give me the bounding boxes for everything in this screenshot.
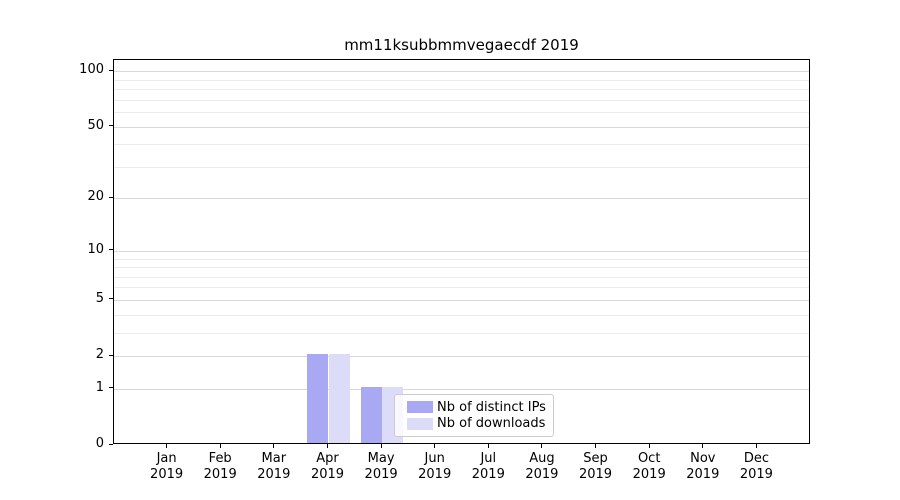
x-tick-label: Oct 2019 xyxy=(614,451,684,483)
gridline-major xyxy=(114,388,809,390)
y-tick-label: 0 xyxy=(95,436,104,451)
x-tick-month: Mar xyxy=(261,451,287,466)
gridline-minor xyxy=(114,79,809,81)
y-tick-label: 1 xyxy=(95,379,104,395)
x-tick-label: Nov 2019 xyxy=(668,451,738,483)
x-tick-month: Sep xyxy=(583,451,608,466)
x-tick-month: Nov xyxy=(690,451,716,466)
x-tick-mark xyxy=(487,444,489,448)
x-tick-label: Jun 2019 xyxy=(400,451,470,483)
x-tick-month: Apr xyxy=(316,451,339,466)
legend-swatch-downloads xyxy=(407,417,433,430)
plot-area xyxy=(113,59,810,444)
y-tick-label: 100 xyxy=(79,62,104,78)
legend-item-distinct-ips: Nb of distinct IPs xyxy=(407,400,547,415)
gridline-major xyxy=(114,198,809,200)
y-tick-label: 5 xyxy=(95,290,104,306)
x-tick-year: 2019 xyxy=(418,467,452,482)
x-tick-mark xyxy=(166,444,168,448)
x-tick-label: May 2019 xyxy=(346,451,416,483)
x-tick-year: 2019 xyxy=(739,467,773,482)
gridline-minor xyxy=(114,276,809,278)
gridline-minor xyxy=(114,258,809,260)
y-tick-mark xyxy=(109,387,113,389)
gridline-major xyxy=(114,250,809,252)
x-tick-year: 2019 xyxy=(310,467,345,482)
x-tick-mark xyxy=(702,444,704,448)
gridline-major xyxy=(114,356,809,357)
x-tick-label: Sep 2019 xyxy=(561,451,631,483)
x-tick-month: Aug xyxy=(529,451,555,466)
bar-downloads xyxy=(328,354,350,443)
y-tick-mark xyxy=(109,69,113,71)
y-tick-mark xyxy=(109,443,113,445)
x-tick-label: Aug 2019 xyxy=(507,451,577,483)
x-tick-mark xyxy=(541,444,543,448)
legend-label-distinct-ips: Nb of distinct IPs xyxy=(437,399,546,415)
x-tick-mark xyxy=(327,444,328,448)
x-tick-mark xyxy=(648,444,650,448)
legend-swatch-distinct-ips xyxy=(407,401,433,414)
y-tick-mark xyxy=(109,249,113,251)
x-tick-year: 2019 xyxy=(525,467,559,482)
x-tick-mark xyxy=(755,444,757,448)
gridline-minor xyxy=(114,99,809,101)
x-tick-year: 2019 xyxy=(632,467,666,482)
gridline-minor xyxy=(114,287,809,289)
y-tick-mark xyxy=(109,298,113,300)
legend-label-downloads: Nb of downloads xyxy=(437,416,546,432)
y-tick-label: 2 xyxy=(95,347,104,362)
x-tick-year: 2019 xyxy=(257,467,291,482)
gridline-minor xyxy=(114,112,809,114)
gridline-minor xyxy=(114,144,809,146)
x-tick-mark xyxy=(219,444,221,448)
chart-title: mm11ksubbmmvegaecdf 2019 xyxy=(344,36,579,54)
y-tick-mark xyxy=(109,125,113,127)
gridline-minor xyxy=(114,332,809,334)
x-tick-mark xyxy=(434,444,436,448)
x-tick-label: Feb 2019 xyxy=(185,451,255,483)
x-tick-year: 2019 xyxy=(686,467,720,482)
x-tick-month: May xyxy=(367,451,395,466)
x-tick-year: 2019 xyxy=(471,467,505,482)
x-tick-label: Apr 2019 xyxy=(293,451,363,483)
gridline-minor xyxy=(114,166,809,168)
y-tick-label: 10 xyxy=(87,241,104,257)
bar-distinct-ips xyxy=(360,386,382,443)
gridline-minor xyxy=(114,267,809,268)
x-tick-month: Dec xyxy=(743,451,769,466)
x-tick-label: Dec 2019 xyxy=(721,451,791,483)
y-tick-label: 20 xyxy=(87,189,104,205)
y-tick-mark xyxy=(109,354,113,356)
gridline-major xyxy=(114,71,809,73)
x-tick-month: Oct xyxy=(637,451,661,466)
x-tick-year: 2019 xyxy=(203,467,237,482)
legend: Nb of distinct IPs Nb of downloads xyxy=(394,394,554,437)
x-tick-year: 2019 xyxy=(150,467,184,482)
x-tick-year: 2019 xyxy=(364,467,398,482)
y-tick-mark xyxy=(109,196,113,198)
gridline-minor xyxy=(114,314,809,316)
legend-item-downloads: Nb of downloads xyxy=(407,416,547,431)
x-tick-month: Jan xyxy=(156,451,177,466)
x-tick-month: Feb xyxy=(208,451,232,466)
gridline-minor xyxy=(114,89,809,91)
bar-distinct-ips xyxy=(307,354,329,443)
y-tick-label: 50 xyxy=(87,117,104,133)
x-tick-mark xyxy=(380,444,382,448)
x-tick-label: Mar 2019 xyxy=(239,451,309,483)
x-tick-label: Jul 2019 xyxy=(453,451,523,483)
x-tick-month: Jun xyxy=(424,451,445,466)
x-tick-mark xyxy=(273,444,275,448)
gridline-major xyxy=(114,126,809,128)
x-tick-label: Jan 2019 xyxy=(132,451,202,483)
x-tick-year: 2019 xyxy=(578,467,613,482)
x-tick-mark xyxy=(595,444,596,448)
x-tick-month: Jul xyxy=(480,451,497,466)
gridline-major xyxy=(114,299,809,301)
